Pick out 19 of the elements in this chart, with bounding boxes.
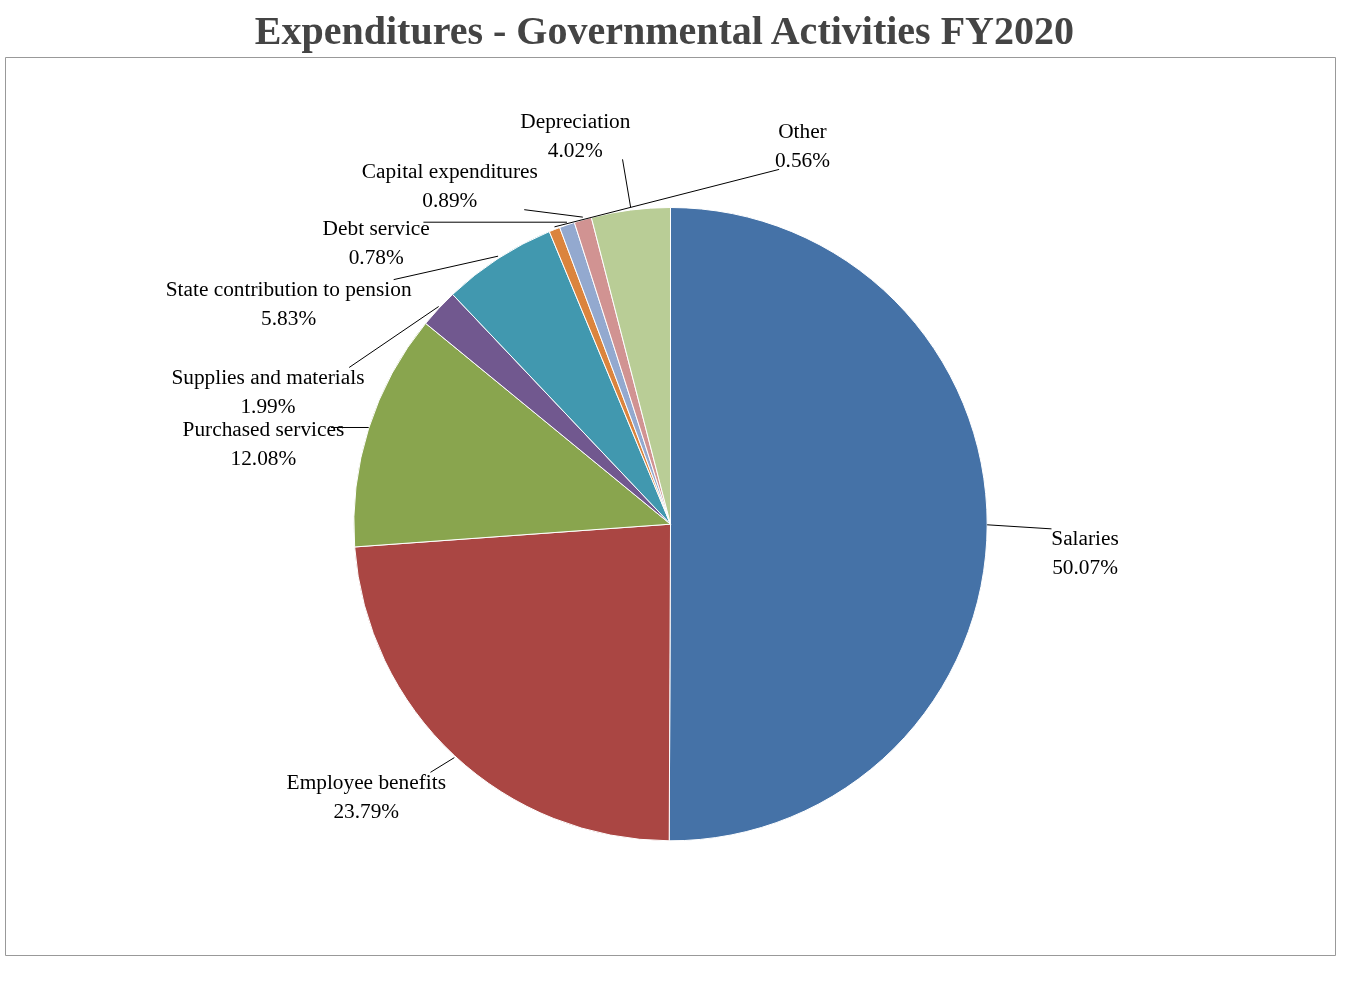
data-label: 0.89% bbox=[422, 188, 478, 213]
data-label: 12.08% bbox=[230, 446, 297, 471]
slice-label: Purchased services bbox=[182, 417, 345, 442]
data-label: 0.56% bbox=[774, 147, 831, 172]
data-label: 4.02% bbox=[547, 137, 604, 162]
data-label: 50.07% bbox=[1052, 555, 1119, 580]
slice-label: State contribution to pension bbox=[165, 277, 412, 302]
slice-label: Debt service bbox=[322, 215, 430, 240]
data-label: 1.99% bbox=[240, 393, 296, 418]
data-label: 0.78% bbox=[348, 244, 404, 269]
slice-label: Supplies and materials bbox=[171, 365, 365, 390]
data-label: 5.83% bbox=[261, 305, 317, 330]
slice-label: Depreciation bbox=[520, 108, 631, 133]
chart-title: Expenditures - Governmental Activities FY2020 bbox=[254, 7, 1074, 53]
slice-label: Capital expenditures bbox=[361, 159, 538, 184]
slice-label: Salaries bbox=[1051, 526, 1119, 551]
data-label: 23.79% bbox=[333, 798, 400, 823]
slice-label: Other bbox=[778, 119, 827, 144]
slice-label: Employee benefits bbox=[286, 769, 446, 794]
